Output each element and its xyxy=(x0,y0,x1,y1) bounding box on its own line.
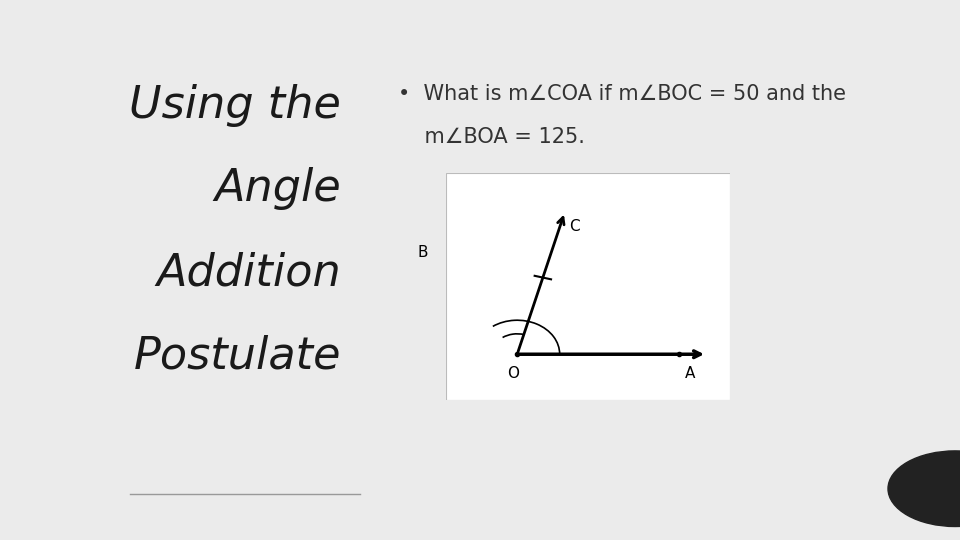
Text: m∠BOA = 125.: m∠BOA = 125. xyxy=(398,127,586,147)
Text: Addition: Addition xyxy=(156,251,341,294)
Circle shape xyxy=(888,451,960,526)
Text: A: A xyxy=(684,366,695,381)
Text: •  What is m∠COA if m∠BOC = 50 and the: • What is m∠COA if m∠BOC = 50 and the xyxy=(398,84,847,104)
Text: Angle: Angle xyxy=(214,167,341,211)
Text: C: C xyxy=(569,219,580,234)
Text: Using the: Using the xyxy=(129,84,341,127)
Text: B: B xyxy=(418,245,428,260)
Text: Postulate: Postulate xyxy=(133,335,341,378)
Text: O: O xyxy=(507,366,519,381)
